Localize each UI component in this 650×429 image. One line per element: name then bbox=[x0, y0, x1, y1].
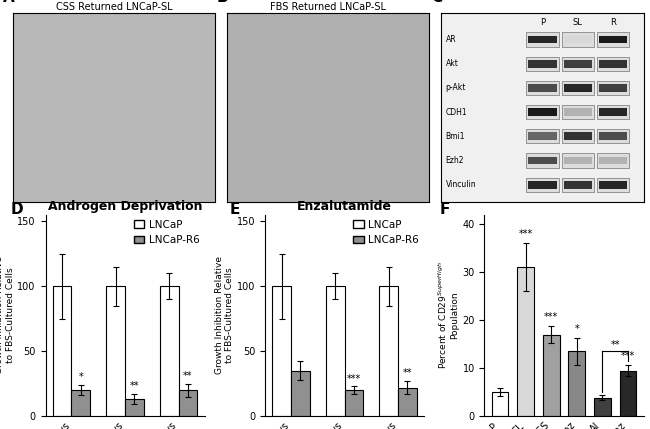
Text: *: * bbox=[79, 372, 83, 382]
Bar bbox=[398, 387, 417, 416]
Text: F: F bbox=[440, 202, 450, 218]
Text: ***: *** bbox=[346, 374, 361, 384]
Text: *: * bbox=[575, 324, 579, 334]
Text: ***: *** bbox=[621, 351, 635, 361]
Bar bbox=[179, 390, 198, 416]
Bar bbox=[53, 286, 72, 416]
Bar bbox=[594, 398, 611, 416]
Bar bbox=[526, 154, 558, 168]
Bar bbox=[597, 81, 629, 95]
Y-axis label: Growth Inhibition Relative
to FBS-Cultured Cells: Growth Inhibition Relative to FBS-Cultur… bbox=[0, 256, 14, 375]
Bar bbox=[564, 84, 592, 92]
Bar bbox=[564, 181, 592, 189]
Text: p-Akt: p-Akt bbox=[445, 83, 466, 92]
Text: **: ** bbox=[129, 381, 139, 391]
Text: **: ** bbox=[402, 369, 412, 378]
Text: R: R bbox=[610, 18, 616, 27]
Bar bbox=[564, 133, 592, 140]
Bar bbox=[272, 286, 291, 416]
Bar bbox=[160, 286, 179, 416]
Text: ***: *** bbox=[544, 312, 558, 322]
Bar bbox=[528, 181, 556, 189]
Bar bbox=[599, 36, 627, 43]
Text: Ezh2: Ezh2 bbox=[445, 156, 464, 165]
Bar bbox=[597, 129, 629, 143]
Bar bbox=[344, 390, 363, 416]
Bar bbox=[528, 84, 556, 92]
Text: B: B bbox=[217, 0, 229, 5]
Bar bbox=[599, 84, 627, 92]
Bar bbox=[528, 157, 556, 164]
Bar bbox=[543, 335, 560, 416]
Bar bbox=[526, 81, 558, 95]
Bar bbox=[72, 390, 90, 416]
Text: AR: AR bbox=[445, 35, 456, 44]
Legend: LNCaP, LNCaP-R6: LNCaP, LNCaP-R6 bbox=[134, 220, 200, 245]
Bar bbox=[528, 133, 556, 140]
Bar bbox=[597, 57, 629, 71]
Bar bbox=[564, 36, 592, 43]
Bar bbox=[599, 181, 627, 189]
Text: D: D bbox=[10, 202, 23, 218]
Bar bbox=[562, 154, 594, 168]
Text: **: ** bbox=[610, 340, 620, 350]
Text: P: P bbox=[540, 18, 545, 27]
Bar bbox=[599, 60, 627, 68]
Bar bbox=[125, 399, 144, 416]
Title: CSS Returned LNCaP-SL: CSS Returned LNCaP-SL bbox=[56, 2, 172, 12]
Bar bbox=[564, 108, 592, 116]
Bar bbox=[599, 133, 627, 140]
Text: C: C bbox=[432, 0, 443, 5]
Bar bbox=[569, 351, 585, 416]
Bar bbox=[597, 33, 629, 47]
Bar bbox=[599, 157, 627, 164]
Bar bbox=[528, 60, 556, 68]
Title: Enzalutamide: Enzalutamide bbox=[297, 200, 392, 213]
Title: Androgen Deprivation: Androgen Deprivation bbox=[47, 200, 202, 213]
Text: Vinculin: Vinculin bbox=[445, 180, 476, 189]
Bar bbox=[564, 60, 592, 68]
Bar bbox=[526, 105, 558, 119]
Bar bbox=[564, 157, 592, 164]
Bar bbox=[491, 392, 508, 416]
Bar bbox=[597, 105, 629, 119]
Legend: LNCaP, LNCaP-R6: LNCaP, LNCaP-R6 bbox=[354, 220, 419, 245]
Bar bbox=[528, 36, 556, 43]
Text: E: E bbox=[230, 202, 240, 218]
Bar bbox=[526, 33, 558, 47]
Y-axis label: Growth Inhibition Relative
to FBS-Cultured Cells: Growth Inhibition Relative to FBS-Cultur… bbox=[214, 256, 234, 375]
Bar bbox=[562, 178, 594, 192]
Bar bbox=[562, 129, 594, 143]
Text: **: ** bbox=[183, 371, 192, 381]
Bar bbox=[619, 371, 636, 416]
Bar bbox=[562, 33, 594, 47]
Bar bbox=[526, 178, 558, 192]
Text: A: A bbox=[3, 0, 15, 5]
Text: Bmi1: Bmi1 bbox=[445, 132, 465, 141]
Text: Akt: Akt bbox=[445, 59, 458, 68]
Bar bbox=[380, 286, 398, 416]
Bar bbox=[326, 286, 344, 416]
Bar bbox=[597, 178, 629, 192]
Bar bbox=[599, 108, 627, 116]
Text: ***: *** bbox=[519, 230, 533, 239]
Bar bbox=[562, 81, 594, 95]
Bar bbox=[517, 267, 534, 416]
Bar bbox=[526, 129, 558, 143]
Bar bbox=[107, 286, 125, 416]
Bar bbox=[562, 105, 594, 119]
Text: CDH1: CDH1 bbox=[445, 108, 467, 117]
Bar bbox=[526, 57, 558, 71]
Y-axis label: Percent of CD29$^{SuperHigh}$
Population: Percent of CD29$^{SuperHigh}$ Population bbox=[437, 261, 460, 369]
Text: SL: SL bbox=[573, 18, 583, 27]
Bar bbox=[291, 371, 309, 416]
Bar bbox=[528, 108, 556, 116]
Title: FBS Returned LNCaP-SL: FBS Returned LNCaP-SL bbox=[270, 2, 386, 12]
Bar bbox=[597, 154, 629, 168]
Bar bbox=[562, 57, 594, 71]
